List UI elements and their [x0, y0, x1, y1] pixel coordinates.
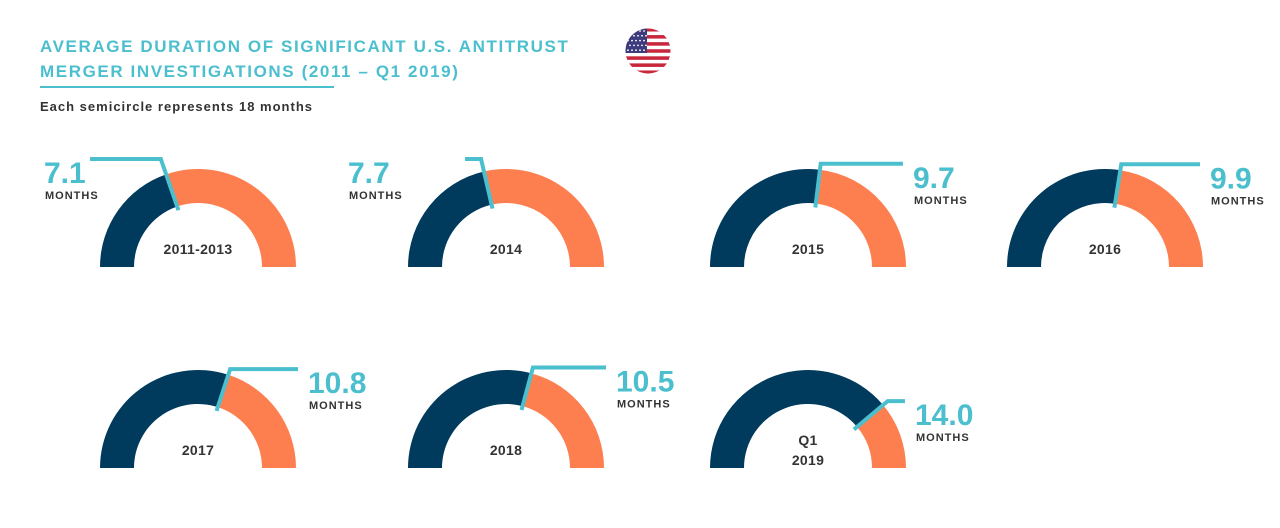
- flag-stripe: [625, 28, 671, 32]
- flag-star: [637, 44, 639, 47]
- title-underline: [40, 86, 334, 88]
- gauge-category-label: 2011-2013: [164, 241, 233, 257]
- gauge-callout-line: [465, 157, 495, 209]
- flag-stripe: [625, 63, 671, 68]
- flag-star: [639, 49, 641, 52]
- flag-stripe: [625, 38, 671, 43]
- gauge-remainder-arc: [522, 373, 604, 468]
- gauge-remainder-arc: [483, 169, 604, 267]
- flag-star: [631, 39, 633, 42]
- flag-stripe: [625, 56, 671, 61]
- gauge-duration-arc: [100, 370, 229, 468]
- flag-stripe: [625, 31, 671, 36]
- flag-stripe: [625, 49, 671, 54]
- gauge-duration-arc: [710, 370, 884, 468]
- gauge-unit-label: MONTHS: [309, 400, 363, 412]
- gauge-unit-label: MONTHS: [349, 190, 403, 202]
- gauge-callout-line: [813, 161, 903, 208]
- gauge-category-label: 2017: [182, 442, 214, 458]
- gauge-duration-arc: [100, 174, 178, 267]
- gauge-category-label: 2015: [792, 241, 824, 257]
- flag-star: [641, 34, 643, 37]
- flag-star: [639, 30, 641, 32]
- gauge-value-label: 10.8: [308, 367, 366, 400]
- gauge-value-label: 9.7: [913, 162, 955, 195]
- chart-subtitle: Each semicircle represents 18 months: [40, 99, 314, 114]
- gauge-callout-line: [519, 365, 606, 411]
- gauge-remainder-arc: [857, 405, 906, 468]
- flag-star: [633, 34, 635, 37]
- flag-star: [645, 34, 647, 37]
- flag-stripe: [625, 59, 671, 64]
- gauge-duration-arc: [1007, 169, 1121, 267]
- flag-stripe: [625, 66, 671, 71]
- us-flag-icon: [625, 28, 671, 74]
- flag-star: [635, 39, 637, 42]
- flag-star: [631, 49, 633, 52]
- gauge-value-label: 9.9: [1210, 162, 1252, 195]
- gauge-value-label: 14.0: [915, 399, 973, 432]
- flag-stripe: [625, 52, 671, 57]
- gauge-remainder-arc: [1115, 170, 1203, 267]
- gauge-duration-arc: [408, 171, 492, 267]
- flag-star: [629, 44, 631, 47]
- flag-stripe: [625, 42, 671, 46]
- gauge-unit-label: MONTHS: [916, 432, 970, 444]
- flag-star: [627, 49, 629, 52]
- gauge-category-label: 2019: [792, 452, 824, 468]
- gauge-callout-line: [1112, 162, 1200, 209]
- flag-stripe: [625, 70, 671, 74]
- gauge-callout-line: [90, 157, 181, 211]
- flag-star: [643, 30, 645, 32]
- gauge-callout-line: [214, 367, 298, 412]
- gauge-remainder-arc: [166, 168, 296, 267]
- chart-title-line-2: MERGER INVESTIGATIONS (2011 – Q1 2019): [40, 62, 460, 81]
- gauge-value-label: 7.7: [348, 157, 390, 190]
- gauge-duration-arc: [710, 169, 820, 267]
- gauge-unit-label: MONTHS: [1211, 195, 1265, 207]
- gauge-category-label: 2014: [490, 241, 522, 257]
- gauge-value-label: 7.1: [44, 157, 86, 190]
- gauge-duration-arc: [408, 369, 532, 468]
- gauge-value-label: 10.5: [616, 366, 674, 399]
- flag-star: [639, 39, 641, 42]
- gauge-remainder-arc: [217, 374, 296, 468]
- flag-star: [645, 44, 647, 47]
- gauge-category-label: Q1: [798, 432, 817, 448]
- flag-star: [637, 34, 639, 37]
- flag-star: [633, 44, 635, 47]
- flag-stripe: [625, 45, 671, 50]
- gauge-category-label: 2016: [1089, 241, 1121, 257]
- gauge-unit-label: MONTHS: [617, 399, 671, 411]
- gauge-unit-label: MONTHS: [45, 190, 99, 202]
- flag-star: [643, 49, 645, 52]
- gauge-remainder-arc: [815, 169, 906, 267]
- gauge-unit-label: MONTHS: [914, 195, 968, 207]
- flag-star: [635, 49, 637, 52]
- flag-star: [641, 44, 643, 47]
- flag-star: [643, 39, 645, 42]
- gauge-category-label: 2018: [490, 442, 522, 458]
- gauge-callout-line: [852, 399, 905, 431]
- chart-title: AVERAGE DURATION OF SIGNIFICANT U.S. ANT…: [40, 34, 569, 84]
- chart-title-line-1: AVERAGE DURATION OF SIGNIFICANT U.S. ANT…: [40, 37, 570, 56]
- flag-stripe: [625, 35, 671, 39]
